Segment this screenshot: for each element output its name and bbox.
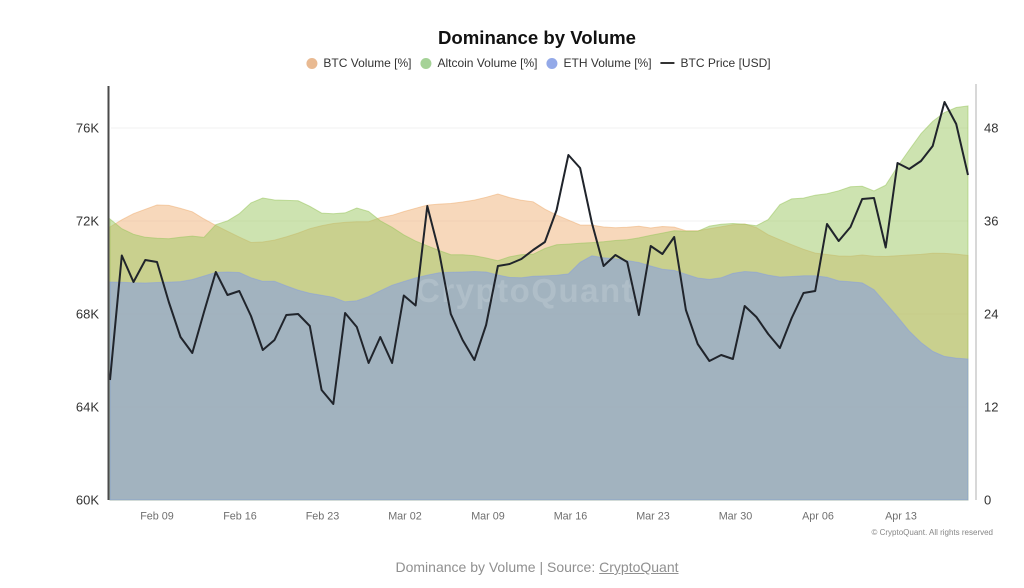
svg-text:© CryptoQuant. All rights rese: © CryptoQuant. All rights reserved (872, 528, 994, 537)
svg-text:0: 0 (984, 493, 991, 508)
svg-text:64K: 64K (76, 400, 99, 415)
svg-text:Apr 06: Apr 06 (802, 511, 834, 523)
svg-text:48: 48 (984, 121, 998, 136)
svg-text:72K: 72K (76, 214, 99, 229)
svg-text:60K: 60K (76, 493, 99, 508)
svg-text:CryptoQuant: CryptoQuant (416, 272, 634, 309)
svg-text:Mar 23: Mar 23 (636, 511, 670, 523)
svg-text:36: 36 (984, 214, 998, 229)
svg-text:68K: 68K (76, 307, 99, 322)
svg-text:Mar 09: Mar 09 (471, 511, 505, 523)
svg-text:Mar 02: Mar 02 (388, 511, 422, 523)
svg-text:24: 24 (984, 307, 998, 322)
svg-text:Feb 23: Feb 23 (306, 511, 340, 523)
svg-text:Feb 16: Feb 16 (223, 511, 257, 523)
svg-text:Mar 30: Mar 30 (719, 511, 753, 523)
svg-text:76K: 76K (76, 121, 99, 136)
svg-text:Apr 13: Apr 13 (885, 511, 917, 523)
svg-text:12: 12 (984, 400, 998, 415)
svg-text:Mar 16: Mar 16 (554, 511, 588, 523)
svg-text:Feb 09: Feb 09 (140, 511, 174, 523)
